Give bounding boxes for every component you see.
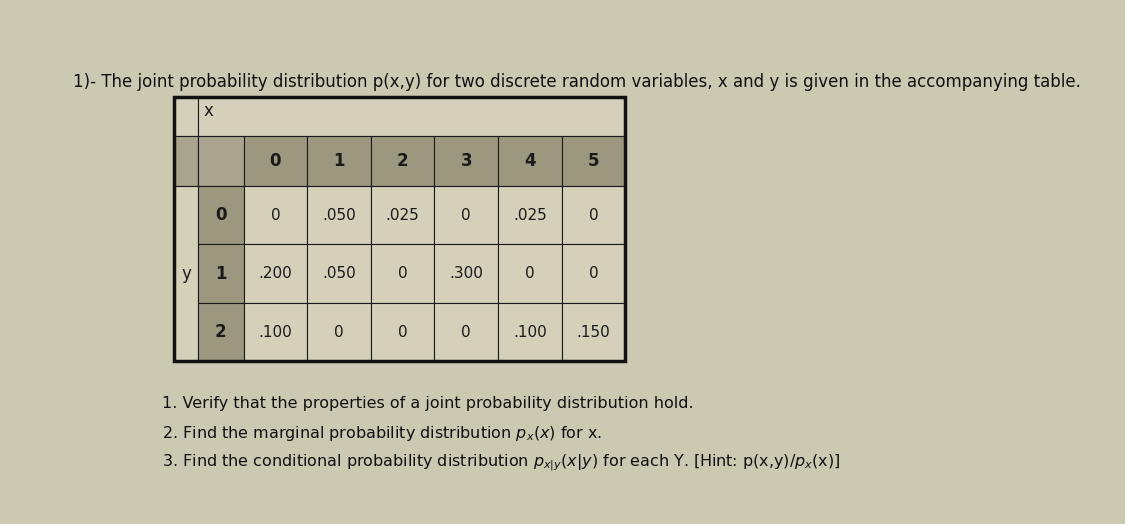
Text: 0: 0 [398,266,407,281]
Text: .300: .300 [449,266,484,281]
Text: 0: 0 [398,325,407,340]
Text: 1. Verify that the properties of a joint probability distribution hold.: 1. Verify that the properties of a joint… [162,396,694,411]
Bar [434,136,498,186]
Bar [198,97,626,136]
Bar [243,136,307,186]
Bar [307,136,371,186]
Text: 5: 5 [588,152,600,170]
Bar [371,244,434,303]
Bar [371,186,434,244]
Bar [434,303,498,362]
Text: .200: .200 [259,266,292,281]
Bar [198,186,243,244]
Bar [434,244,498,303]
Text: 0: 0 [588,208,598,223]
Text: 0: 0 [270,152,281,170]
Text: 3. Find the conditional probability distribution $p_{x|y}(x|y)$ for each Y. [Hin: 3. Find the conditional probability dist… [162,452,842,473]
Text: 2: 2 [397,152,408,170]
Text: .025: .025 [513,208,547,223]
Text: .025: .025 [386,208,420,223]
Text: x: x [204,102,214,120]
Bar [371,136,434,186]
Bar [307,186,371,244]
Text: 0: 0 [525,266,534,281]
Bar [243,303,307,362]
Bar [371,303,434,362]
Bar [173,136,198,186]
Text: 0: 0 [588,266,598,281]
Text: .050: .050 [322,208,356,223]
Bar [198,244,243,303]
Text: y: y [181,265,191,283]
Text: .100: .100 [259,325,292,340]
Bar [498,136,561,186]
Bar [561,303,626,362]
Bar [173,186,198,362]
Text: 4: 4 [524,152,536,170]
Bar [561,244,626,303]
Bar [561,186,626,244]
Bar [307,244,371,303]
Text: .150: .150 [577,325,611,340]
Bar [243,244,307,303]
Bar [498,186,561,244]
Bar [173,97,626,362]
Text: 0: 0 [461,208,471,223]
Text: 1: 1 [333,152,344,170]
Bar [307,303,371,362]
Text: 0: 0 [461,325,471,340]
Bar [173,97,198,136]
Bar [561,136,626,186]
Text: .100: .100 [513,325,547,340]
Bar [498,303,561,362]
Bar [498,244,561,303]
Bar [434,186,498,244]
Text: 2: 2 [215,323,226,341]
Bar [243,186,307,244]
Text: .050: .050 [322,266,356,281]
Text: 1)- The joint probability distribution p(x,y) for two discrete random variables,: 1)- The joint probability distribution p… [73,73,1080,91]
Text: 3: 3 [460,152,472,170]
Text: 0: 0 [215,206,226,224]
Bar [198,303,243,362]
Text: 1: 1 [215,265,226,283]
Text: 0: 0 [270,208,280,223]
Text: 2. Find the marginal probability distribution $p_x(x)$ for x.: 2. Find the marginal probability distrib… [162,424,603,443]
Bar [198,136,243,186]
Text: 0: 0 [334,325,344,340]
